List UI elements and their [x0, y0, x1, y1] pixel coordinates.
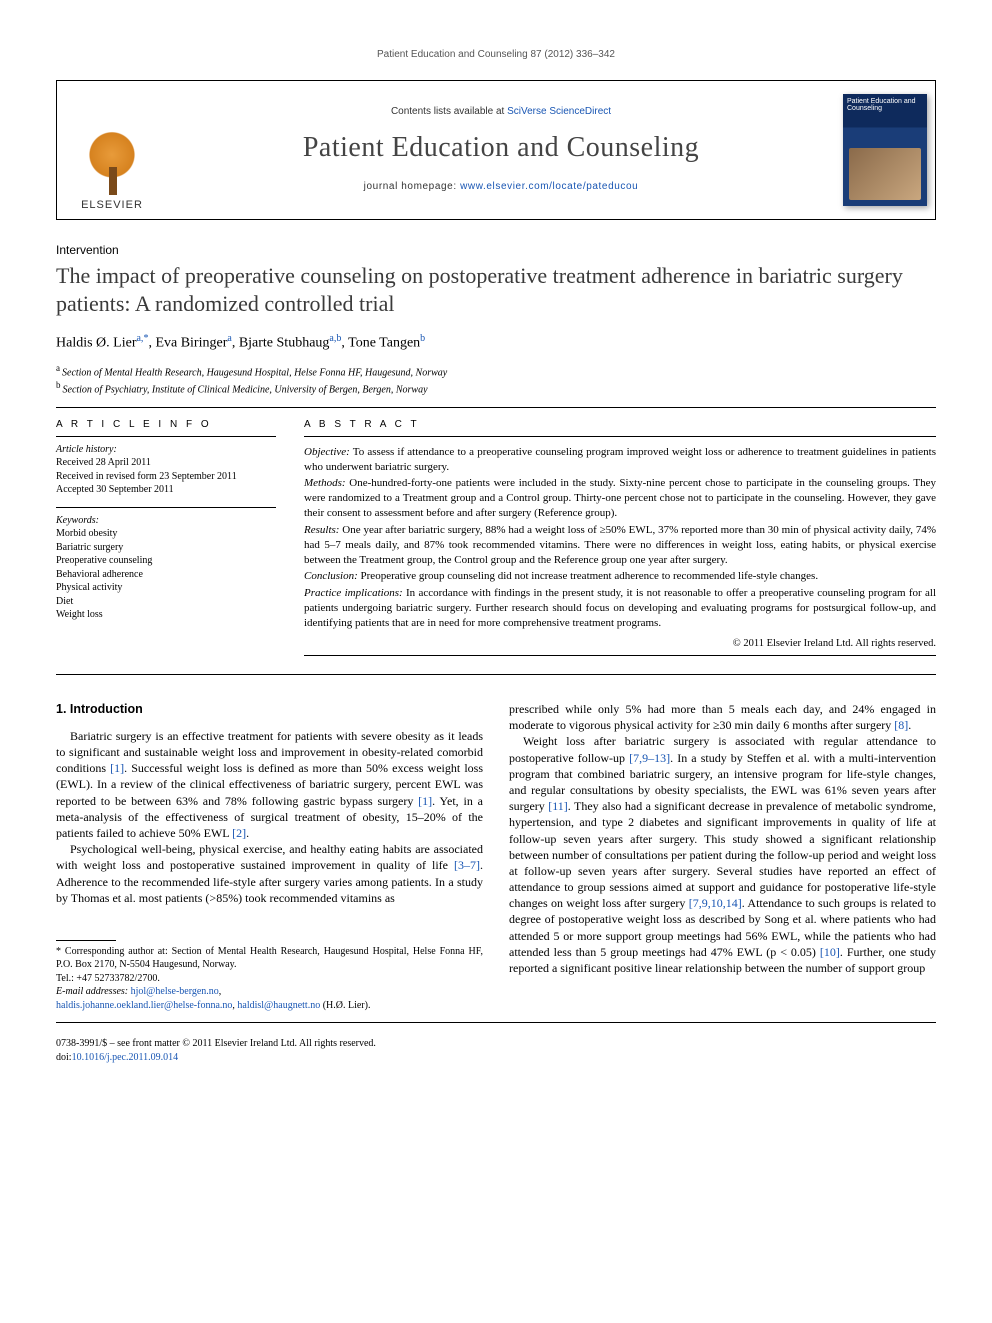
- body-text: prescribed while only 5% had more than 5…: [509, 702, 936, 732]
- author-2: , Eva Biringer: [148, 336, 227, 351]
- author-list: Haldis Ø. Liera,*, Eva Biringera, Bjarte…: [56, 332, 936, 354]
- abs-practice-label: Practice implications:: [304, 587, 403, 599]
- journal-cover-thumbnail: Patient Education and Counseling: [843, 94, 927, 206]
- history-accepted: Accepted 30 September 2011: [56, 483, 276, 497]
- abs-objective: To assess if attendance to a preoperativ…: [304, 446, 936, 473]
- sciencedirect-link[interactable]: SciVerse ScienceDirect: [507, 106, 611, 117]
- article-body: 1. Introduction Bariatric surgery is an …: [56, 701, 936, 1012]
- keyword: Morbid obesity: [56, 527, 276, 541]
- affiliation-b: Section of Psychiatry, Institute of Clin…: [63, 385, 428, 396]
- citation-link[interactable]: [8]: [894, 718, 908, 732]
- article-title: The impact of preoperative counseling on…: [56, 262, 936, 318]
- keyword: Preoperative counseling: [56, 554, 276, 568]
- page-footer: 0738-3991/$ – see front matter © 2011 El…: [56, 1037, 936, 1064]
- journal-homepage-line: journal homepage: www.elsevier.com/locat…: [364, 180, 639, 194]
- abs-conclusion-label: Conclusion:: [304, 570, 358, 582]
- email-label: E-mail addresses:: [56, 986, 128, 997]
- article-info-column: A R T I C L E I N F O Article history: R…: [56, 418, 276, 664]
- footer-copyright: © 2011 Elsevier Ireland Ltd. All rights …: [182, 1038, 376, 1049]
- journal-homepage-link[interactable]: www.elsevier.com/locate/pateducou: [460, 181, 638, 192]
- divider-rule: [56, 407, 936, 408]
- citation-link[interactable]: [11]: [548, 799, 568, 813]
- body-text: Psychological well-being, physical exerc…: [56, 842, 483, 872]
- cover-title: Patient Education and Counseling: [847, 98, 923, 113]
- publisher-logo-block: ELSEVIER: [57, 81, 167, 219]
- keyword: Weight loss: [56, 608, 276, 622]
- author-email-link[interactable]: haldisl@haugnett.no: [237, 1000, 320, 1011]
- doi-link[interactable]: 10.1016/j.pec.2011.09.014: [72, 1052, 179, 1063]
- abs-results: One year after bariatric surgery, 88% ha…: [304, 524, 936, 566]
- author-4-affil: b: [420, 333, 425, 344]
- article-section-label: Intervention: [56, 242, 936, 258]
- body-text: .: [246, 826, 249, 840]
- homepage-prefix: journal homepage:: [364, 181, 460, 192]
- affiliation-a: Section of Mental Health Research, Hauge…: [62, 367, 447, 378]
- keywords-label: Keywords:: [56, 514, 276, 528]
- citation-link[interactable]: [7,9–13]: [629, 751, 670, 765]
- history-revised: Received in revised form 23 September 20…: [56, 470, 276, 484]
- keyword: Bariatric surgery: [56, 541, 276, 555]
- citation-link[interactable]: [1]: [110, 761, 124, 775]
- journal-masthead: ELSEVIER Contents lists available at Sci…: [56, 80, 936, 220]
- author-email-link[interactable]: haldis.johanne.oekland.lier@helse-fonna.…: [56, 1000, 232, 1011]
- citation-link[interactable]: [3–7]: [454, 858, 480, 872]
- author-4: , Tone Tangen: [341, 336, 420, 351]
- author-email-link[interactable]: hjol@helse-bergen.no: [131, 986, 219, 997]
- contents-prefix: Contents lists available at: [391, 106, 507, 117]
- abs-methods: One-hundred-forty-one patients were incl…: [304, 477, 936, 519]
- corresponding-author-footnote: * Corresponding author at: Section of Me…: [56, 940, 483, 1013]
- email-tail: (H.Ø. Lier).: [320, 1000, 370, 1011]
- abs-objective-label: Objective:: [304, 446, 350, 458]
- cover-image-icon: [849, 148, 921, 200]
- affiliations: aSection of Mental Health Research, Haug…: [56, 362, 936, 398]
- article-info-head: A R T I C L E I N F O: [56, 418, 276, 432]
- keywords-block: Keywords: Morbid obesity Bariatric surge…: [56, 514, 276, 622]
- citation-link[interactable]: [10]: [820, 945, 840, 959]
- divider-rule: [56, 674, 936, 675]
- section-heading-intro: 1. Introduction: [56, 701, 483, 718]
- running-head: Patient Education and Counseling 87 (201…: [56, 48, 936, 62]
- history-received: Received 28 April 2011: [56, 456, 276, 470]
- abs-conclusion: Preoperative group counseling did not in…: [358, 570, 818, 582]
- abstract-copyright: © 2011 Elsevier Ireland Ltd. All rights …: [304, 637, 936, 651]
- doi-label: doi:: [56, 1052, 72, 1063]
- abs-results-label: Results:: [304, 524, 339, 536]
- citation-link[interactable]: [2]: [232, 826, 246, 840]
- body-text: .: [908, 718, 911, 732]
- journal-name: Patient Education and Counseling: [303, 129, 699, 167]
- body-text: . They also had a significant decrease i…: [509, 799, 936, 910]
- abstract-column: A B S T R A C T Objective: To assess if …: [304, 418, 936, 664]
- article-history: Article history: Received 28 April 2011 …: [56, 443, 276, 497]
- corr-tel: Tel.: +47 52733782/2700.: [56, 972, 483, 986]
- author-3: , Bjarte Stubhaug: [232, 336, 330, 351]
- keyword: Physical activity: [56, 581, 276, 595]
- abstract-head: A B S T R A C T: [304, 418, 936, 432]
- keyword: Behavioral adherence: [56, 568, 276, 582]
- abs-methods-label: Methods:: [304, 477, 346, 489]
- citation-link[interactable]: [1]: [418, 794, 432, 808]
- elsevier-tree-icon: [78, 126, 146, 198]
- keyword: Diet: [56, 595, 276, 609]
- author-1: Haldis Ø. Lier: [56, 336, 136, 351]
- citation-link[interactable]: [7,9,10,14]: [689, 896, 742, 910]
- corr-label: * Corresponding author at:: [56, 946, 168, 957]
- footer-issn: 0738-3991/$ – see front matter: [56, 1038, 182, 1049]
- footer-rule: [56, 1022, 936, 1023]
- contents-available-line: Contents lists available at SciVerse Sci…: [391, 105, 611, 119]
- publisher-name: ELSEVIER: [81, 198, 143, 213]
- author-3-affil: a,b: [329, 333, 341, 344]
- history-label: Article history:: [56, 443, 276, 457]
